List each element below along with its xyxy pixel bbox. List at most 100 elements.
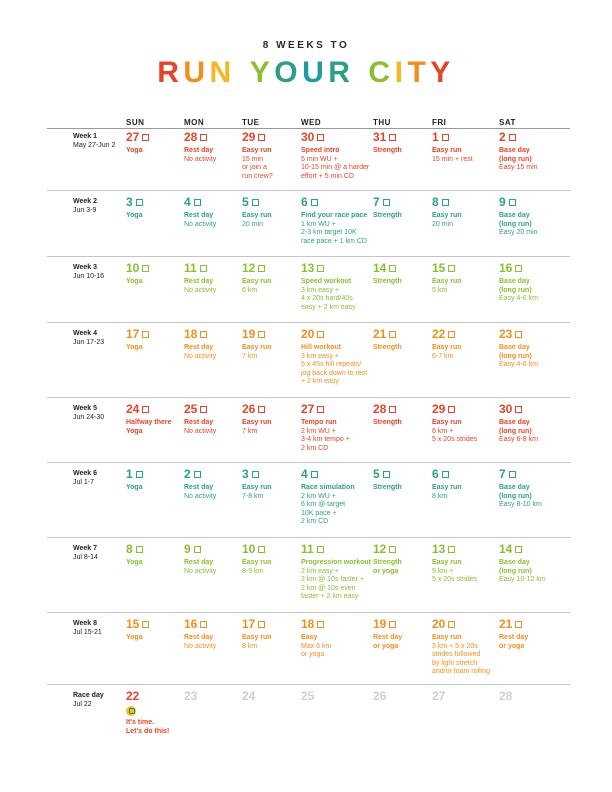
- day-number: 27: [432, 689, 446, 703]
- day-header-thu: THU: [373, 118, 391, 127]
- checkbox-icon[interactable]: [441, 199, 449, 206]
- checkbox-icon[interactable]: [258, 546, 266, 553]
- checkbox-icon[interactable]: [508, 471, 516, 478]
- day-cell: 3 Easy run 7-8 km: [242, 467, 308, 501]
- day-number: 4: [184, 195, 250, 209]
- checkbox-icon[interactable]: [310, 471, 318, 478]
- day-number: 1: [432, 130, 510, 144]
- activity-title: Easy run: [242, 559, 272, 566]
- checkbox-icon[interactable]: [142, 134, 150, 141]
- checkbox-icon[interactable]: [448, 621, 456, 628]
- checkbox-icon[interactable]: [389, 265, 397, 272]
- activity-detail: No activity: [184, 220, 217, 228]
- day-number: 13: [301, 261, 379, 275]
- checkbox-icon[interactable]: [193, 199, 201, 206]
- week-dates: Jun 10-16: [73, 273, 105, 280]
- checkbox-icon[interactable]: [448, 546, 456, 553]
- checkbox-icon[interactable]: [515, 406, 523, 413]
- checkbox-icon[interactable]: [310, 199, 318, 206]
- activity-title: Base day (long run): [499, 212, 532, 228]
- day-number: 30: [301, 130, 379, 144]
- day-number: 29: [242, 130, 308, 144]
- day-cell: 7 Base day (long run) Easy 8-10 km: [499, 467, 565, 510]
- day-number: 21: [499, 617, 565, 631]
- checkbox-icon[interactable]: [142, 621, 150, 628]
- checkbox-icon[interactable]: [193, 471, 201, 478]
- checkbox-icon[interactable]: [508, 134, 516, 141]
- activity-title: Easy run: [432, 344, 462, 351]
- checkbox-icon[interactable]: [199, 265, 207, 272]
- checkbox-icon[interactable]: [382, 471, 390, 478]
- checkbox-icon[interactable]: [317, 621, 325, 628]
- day-number: 26: [373, 689, 387, 703]
- day-cell: 13 Easy run 9 km + 5 x 20s strides: [432, 542, 510, 585]
- checkbox-icon[interactable]: [441, 471, 449, 478]
- week-name: Week 2: [73, 198, 97, 205]
- day-number: 20: [432, 617, 510, 631]
- activity-detail: Easy 10-12 km: [499, 576, 546, 583]
- checkbox-icon[interactable]: [142, 406, 150, 413]
- checkbox-icon[interactable]: [135, 471, 143, 478]
- checkbox-icon[interactable]: [200, 621, 208, 628]
- checkbox-icon[interactable]: [258, 406, 266, 413]
- checkbox-icon[interactable]: [316, 546, 324, 553]
- checkbox-icon[interactable]: [200, 331, 208, 338]
- checkbox-icon[interactable]: [515, 331, 523, 338]
- checkbox-icon[interactable]: [389, 621, 397, 628]
- activity-detail: 7-8 km: [242, 492, 264, 500]
- checkbox-icon[interactable]: [317, 406, 325, 413]
- checkbox-icon[interactable]: [258, 265, 266, 272]
- checkbox-icon[interactable]: [142, 331, 150, 338]
- day-cell: 22 Easy run 6-7 km: [432, 327, 510, 361]
- activity-title: Progression workout: [301, 559, 372, 566]
- checkbox-icon[interactable]: [200, 406, 208, 413]
- activity-title: Easy run: [242, 147, 272, 154]
- activity-title: Strength: [373, 419, 402, 426]
- race-day-name: Race day: [73, 692, 104, 699]
- day-cell: 26 Easy run 7 km: [242, 402, 308, 436]
- checkbox-icon[interactable]: [135, 199, 143, 206]
- checkbox-icon[interactable]: [448, 265, 456, 272]
- checkbox-icon[interactable]: [317, 134, 325, 141]
- title-letter: R: [157, 56, 184, 89]
- checkbox-icon[interactable]: [317, 265, 325, 272]
- checkbox-icon[interactable]: [258, 621, 266, 628]
- week-dates: Jun 3-9: [73, 207, 97, 214]
- checkbox-icon[interactable]: [389, 331, 397, 338]
- day-number: 25: [301, 689, 315, 703]
- checkbox-icon[interactable]: [258, 134, 266, 141]
- checkbox-icon[interactable]: [193, 546, 201, 553]
- checkbox-icon[interactable]: [389, 406, 397, 413]
- checkbox-icon[interactable]: [515, 265, 523, 272]
- activity-detail: 7 km: [242, 352, 258, 360]
- checkbox-icon[interactable]: [389, 134, 397, 141]
- day-number: 31: [373, 130, 439, 144]
- day-cell: 19 Rest day or yoga: [373, 617, 439, 651]
- day-cell: 4 Race simulation 2 km WU + 6 km @ target …: [301, 467, 379, 527]
- row-divider: [47, 537, 570, 538]
- day-cell: 8 Easy run 20 min: [432, 195, 510, 229]
- checkbox-icon[interactable]: [508, 199, 516, 206]
- checkbox-icon[interactable]: [251, 471, 259, 478]
- activity-title: Strength: [373, 278, 402, 285]
- checkbox-icon[interactable]: [389, 546, 397, 553]
- activity-detail: 1 km WU + 2-3 km target 10K race pace + …: [301, 220, 367, 245]
- checkbox-icon[interactable]: [515, 546, 523, 553]
- checkbox-icon[interactable]: [515, 621, 523, 628]
- checkbox-icon[interactable]: [200, 134, 208, 141]
- checkbox-icon[interactable]: [135, 546, 143, 553]
- checkbox-icon[interactable]: [448, 406, 456, 413]
- checkbox-icon[interactable]: [251, 199, 259, 206]
- activity-detail: No activity: [184, 352, 217, 360]
- activity-title: Base day (long run): [499, 344, 532, 360]
- checkbox-icon[interactable]: [258, 331, 266, 338]
- title-letter: Y: [430, 56, 455, 89]
- checkbox-icon[interactable]: [142, 265, 150, 272]
- checkbox-icon[interactable]: [317, 331, 325, 338]
- checkbox-icon[interactable]: [441, 134, 449, 141]
- day-number: 26: [242, 402, 308, 416]
- race-day-message: It's time. Let's do this!: [126, 719, 170, 735]
- checkbox-icon[interactable]: [448, 331, 456, 338]
- checkbox-icon[interactable]: [382, 199, 390, 206]
- week-dates: Jun 24-30: [73, 414, 105, 421]
